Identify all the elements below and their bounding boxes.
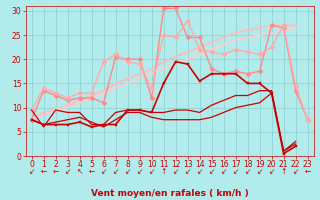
Text: ↙: ↙ (124, 167, 131, 176)
Text: ↙: ↙ (244, 167, 251, 176)
Text: ↑: ↑ (280, 167, 287, 176)
Text: ↙: ↙ (256, 167, 263, 176)
Text: ↖: ↖ (76, 167, 83, 176)
Text: ↙: ↙ (100, 167, 107, 176)
Text: ↙: ↙ (28, 167, 35, 176)
Text: ↙: ↙ (292, 167, 299, 176)
Text: ↙: ↙ (196, 167, 203, 176)
Text: ↙: ↙ (184, 167, 191, 176)
Text: ←: ← (304, 167, 311, 176)
Text: ←: ← (40, 167, 47, 176)
Text: ↙: ↙ (136, 167, 143, 176)
Text: ←: ← (88, 167, 95, 176)
Text: ↙: ↙ (208, 167, 215, 176)
Text: ↙: ↙ (232, 167, 239, 176)
Text: ←: ← (52, 167, 59, 176)
Text: ↙: ↙ (268, 167, 275, 176)
Text: ↙: ↙ (220, 167, 227, 176)
Text: ↑: ↑ (160, 167, 167, 176)
Text: ↙: ↙ (148, 167, 155, 176)
Text: ↙: ↙ (172, 167, 179, 176)
Text: ↙: ↙ (112, 167, 119, 176)
X-axis label: Vent moyen/en rafales ( km/h ): Vent moyen/en rafales ( km/h ) (91, 189, 248, 198)
Text: ↙: ↙ (64, 167, 71, 176)
